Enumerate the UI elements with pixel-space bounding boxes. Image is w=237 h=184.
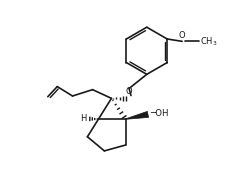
Polygon shape — [126, 111, 149, 119]
Text: O: O — [126, 87, 132, 96]
Text: ─OH: ─OH — [150, 109, 168, 118]
Text: CH$_3$: CH$_3$ — [200, 35, 217, 48]
Text: O: O — [178, 31, 185, 40]
Text: H: H — [80, 114, 86, 123]
